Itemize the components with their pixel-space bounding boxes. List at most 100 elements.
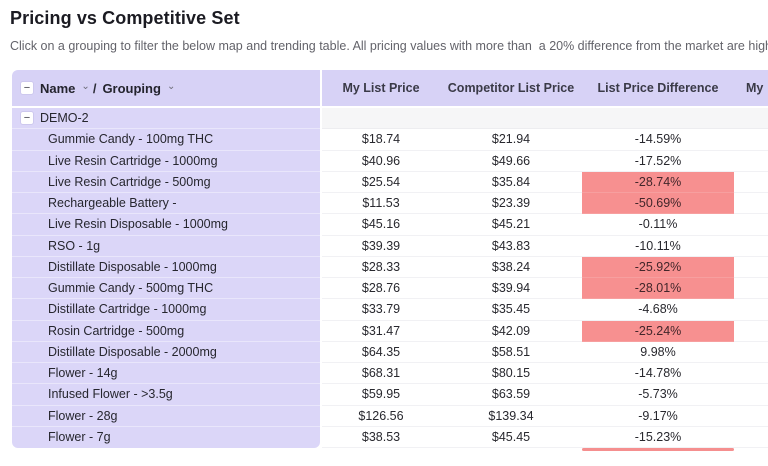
extra-cell xyxy=(734,150,768,172)
column-separator xyxy=(320,193,322,215)
name-cell[interactable]: Live Resin Cartridge - 500mg xyxy=(12,171,320,193)
name-cell[interactable]: Distillate Disposable - 2000mg xyxy=(12,341,320,363)
name-cell[interactable]: Gummie Candy - 100mg THC xyxy=(12,129,320,151)
group-row: − DEMO-2 xyxy=(12,108,768,130)
my-price-cell: $38.53 xyxy=(322,426,440,448)
extra-cell xyxy=(734,320,768,342)
name-cell[interactable]: Flower - 7g xyxy=(12,426,320,448)
column-separator xyxy=(320,405,322,427)
column-separator xyxy=(320,256,322,278)
name-cell[interactable]: Live Resin Cartridge - 1000mg xyxy=(12,150,320,172)
column-separator xyxy=(320,129,322,151)
table-row: Flower - 7g $38.53 $45.45 -15.23% xyxy=(12,426,768,448)
difference-cell: -50.69% xyxy=(582,193,734,215)
group-label[interactable]: DEMO-2 xyxy=(40,111,89,126)
my-price-cell xyxy=(322,108,440,130)
competitor-price-cell: $80.15 xyxy=(440,363,582,385)
difference-cell: -14.78% xyxy=(582,363,734,385)
my-price-cell: $39.39 xyxy=(322,235,440,257)
difference-cell: -5.73% xyxy=(582,384,734,406)
table-header-row: − Name ⌄ / Grouping ⌄ My List Price Comp… xyxy=(12,70,768,106)
table-row: RSO - 1g $39.39 $43.83 -10.11% xyxy=(12,235,768,257)
table-row: Distillate Disposable - 2000mg $64.35 $58.… xyxy=(12,341,768,363)
extra-cell xyxy=(734,256,768,278)
extra-cell xyxy=(734,363,768,385)
name-cell[interactable]: Distillate Cartridge - 1000mg xyxy=(12,299,320,321)
competitor-price-cell: $38.24 xyxy=(440,256,582,278)
grouping-sort-chevron-icon[interactable]: ⌄ xyxy=(166,80,176,92)
column-separator xyxy=(320,299,322,321)
name-grouping-header[interactable]: − Name ⌄ / Grouping ⌄ xyxy=(12,70,320,106)
page-title: Pricing vs Competitive Set xyxy=(10,8,240,28)
column-separator xyxy=(320,235,322,257)
difference-cell: -14.59% xyxy=(582,129,734,151)
pricing-table: − Name ⌄ / Grouping ⌄ My List Price Comp… xyxy=(12,70,768,454)
name-cell[interactable]: Rosin Cartridge - 500mg xyxy=(12,320,320,342)
table-row: Gummie Candy - 100mg THC $18.74 $21.94 -14.… xyxy=(12,129,768,151)
extra-cell xyxy=(734,278,768,300)
name-cell[interactable]: Live Resin Disposable - 1000mg xyxy=(12,214,320,236)
column-separator xyxy=(320,426,322,448)
my-price-cell: $18.74 xyxy=(322,129,440,151)
extra-cell xyxy=(734,341,768,363)
column-separator xyxy=(320,320,322,342)
table-row: Live Resin Cartridge - 500mg $25.54 $35.84… xyxy=(12,171,768,193)
table-row: Rosin Cartridge - 500mg $31.47 $42.09 -25.2… xyxy=(12,320,768,342)
table-row: Rechargeable Battery - $11.53 $23.39 -50.69… xyxy=(12,193,768,215)
my-price-cell: $28.76 xyxy=(322,278,440,300)
list-price-difference-header[interactable]: List Price Difference xyxy=(597,81,719,95)
name-cell[interactable]: Gummie Candy - 500mg THC xyxy=(12,278,320,300)
partial-row-highlight xyxy=(582,448,734,451)
name-column-label[interactable]: Name xyxy=(40,80,76,96)
extra-cell xyxy=(734,193,768,215)
my-list-price-header[interactable]: My List Price xyxy=(342,81,420,95)
difference-cell: -0.11% xyxy=(582,214,734,236)
my-price-cell: $31.47 xyxy=(322,320,440,342)
extra-cell xyxy=(734,108,768,130)
competitor-price-cell: $45.21 xyxy=(440,214,582,236)
name-cell[interactable]: Flower - 14g xyxy=(12,363,320,385)
collapse-all-icon[interactable]: − xyxy=(20,81,34,95)
my-price-cell: $64.35 xyxy=(322,341,440,363)
column-separator xyxy=(320,384,322,406)
column-separator xyxy=(320,171,322,193)
extra-cell xyxy=(734,171,768,193)
name-cell[interactable]: Rechargeable Battery - xyxy=(12,193,320,215)
name-cell[interactable]: Infused Flower - >3.5g xyxy=(12,384,320,406)
competitor-list-price-header[interactable]: Competitor List Price xyxy=(447,81,575,95)
table-row: Live Resin Cartridge - 1000mg $40.96 $49.6… xyxy=(12,150,768,172)
competitor-price-cell: $43.83 xyxy=(440,235,582,257)
difference-cell: -4.68% xyxy=(582,299,734,321)
competitor-price-cell: $49.66 xyxy=(440,150,582,172)
column-separator xyxy=(320,341,322,363)
difference-cell: -17.52% xyxy=(582,150,734,172)
competitor-price-cell: $21.94 xyxy=(440,129,582,151)
extra-cell xyxy=(734,235,768,257)
my-price-cell: $59.95 xyxy=(322,384,440,406)
grouping-column-label[interactable]: Grouping xyxy=(102,80,161,96)
name-cell[interactable]: Flower - 28g xyxy=(12,405,320,427)
competitor-price-cell: $63.59 xyxy=(440,384,582,406)
competitor-price-cell: $23.39 xyxy=(440,193,582,215)
table-row: Infused Flower - >3.5g $59.95 $63.59 -5.73% xyxy=(12,384,768,406)
column-separator xyxy=(320,150,322,172)
group-collapse-icon[interactable]: − xyxy=(20,111,34,126)
competitor-price-cell: $45.45 xyxy=(440,426,582,448)
competitor-price-cell: $139.34 xyxy=(440,405,582,427)
competitor-price-cell: $35.45 xyxy=(440,299,582,321)
my-price-cell: $25.54 xyxy=(322,171,440,193)
name-sort-chevron-icon[interactable]: ⌄ xyxy=(81,80,90,92)
my-price-cell: $40.96 xyxy=(322,150,440,172)
competitor-price-cell: $58.51 xyxy=(440,341,582,363)
page-subtitle: Click on a grouping to filter the below … xyxy=(10,39,768,53)
table-row: Distillate Disposable - 1000mg $28.33 $38.… xyxy=(12,256,768,278)
my-clipped-column-header[interactable]: My xyxy=(746,81,764,95)
header-separator: / xyxy=(92,80,97,96)
name-cell[interactable]: RSO - 1g xyxy=(12,235,320,257)
my-price-cell: $45.16 xyxy=(322,214,440,236)
column-separator xyxy=(320,108,322,130)
name-cell[interactable]: Distillate Disposable - 1000mg xyxy=(12,256,320,278)
table-row: Gummie Candy - 500mg THC $28.76 $39.94 -28.… xyxy=(12,278,768,300)
group-name-cell[interactable]: − DEMO-2 xyxy=(12,108,320,130)
table-row: Flower - 28g $126.56 $139.34 -9.17% xyxy=(12,405,768,427)
